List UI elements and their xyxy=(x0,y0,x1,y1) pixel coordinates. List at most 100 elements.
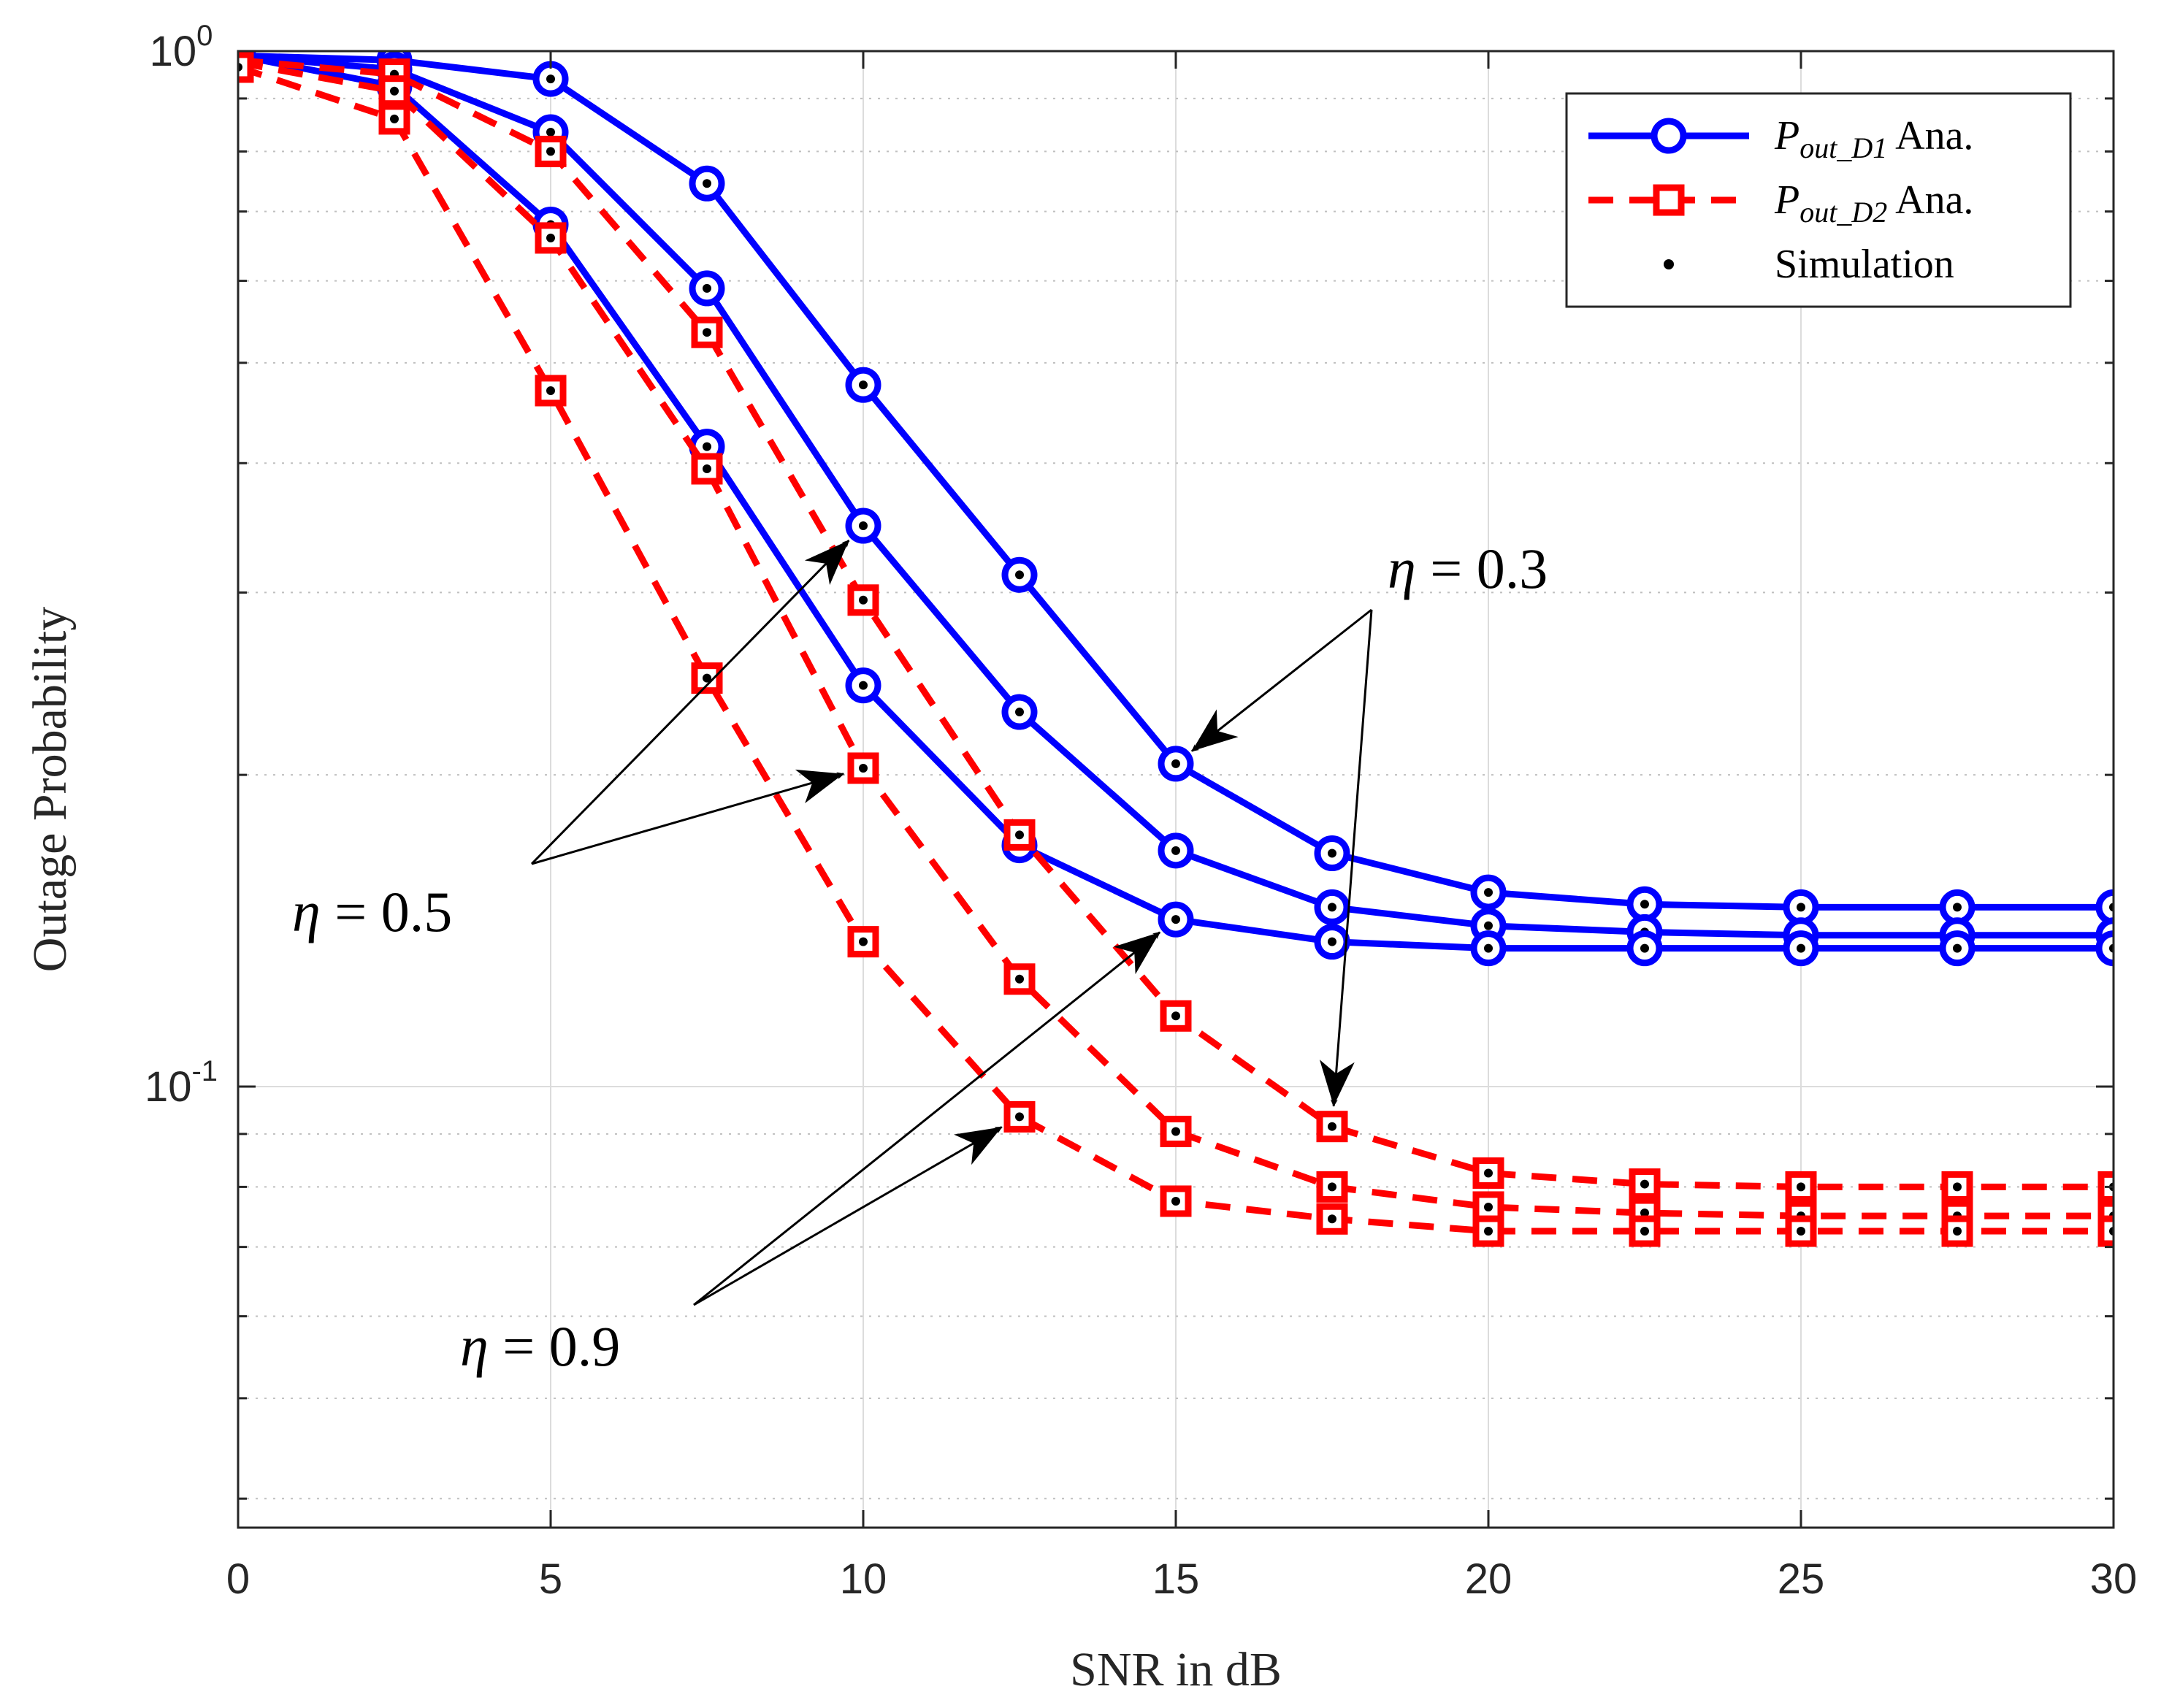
simulation-point xyxy=(1328,903,1336,912)
data-point xyxy=(1160,1000,1192,1032)
simulation-point xyxy=(703,328,711,337)
simulation-point xyxy=(859,595,868,605)
annotation-arrow xyxy=(1191,608,1372,752)
simulation-point xyxy=(859,380,868,390)
simulation-point xyxy=(1484,1168,1493,1178)
simulation-point xyxy=(859,937,868,946)
data-point xyxy=(2095,889,2114,925)
axis-ticks: 0 5 10 15 20 25 30 100 10-1 xyxy=(145,20,2137,1603)
legend-label: Pout_D1 Ana. xyxy=(1774,113,1973,164)
simulation-point xyxy=(1953,943,1962,953)
simulation-point xyxy=(1640,900,1649,909)
annotation-label: η = 0.3 xyxy=(1388,537,1548,600)
data-point xyxy=(2095,930,2114,967)
legend: Pout_D1 Ana. Pout_D2 Ana. Simulation xyxy=(1565,92,2072,308)
simulation-point xyxy=(1953,903,1962,912)
simulation-point xyxy=(1328,1182,1336,1192)
simulation-point xyxy=(546,128,555,137)
annotation-label: η = 0.9 xyxy=(460,1314,620,1378)
annotation-arrow xyxy=(1330,609,1373,1107)
annotation-2: η = 0.9 xyxy=(460,931,1161,1378)
simulation-point xyxy=(1328,1214,1336,1224)
data-point xyxy=(1472,1157,1504,1189)
simulation-point xyxy=(859,521,868,531)
simulation-point xyxy=(390,114,399,123)
simulation-point xyxy=(1484,943,1493,953)
simulation-point xyxy=(546,147,555,156)
simulation-point xyxy=(1640,1227,1649,1236)
series-layer xyxy=(238,51,2114,1247)
simulation-point xyxy=(1328,849,1336,858)
simulation-point xyxy=(1015,1112,1024,1122)
simulation-point xyxy=(1171,1196,1180,1206)
y-axis-title: Outage Probability xyxy=(23,607,77,972)
simulation-point xyxy=(546,233,555,242)
simulation-point xyxy=(1171,759,1180,768)
simulation-point xyxy=(1640,1179,1649,1189)
y-tick-label: 10-1 xyxy=(145,1055,218,1111)
annotation-arrow xyxy=(531,772,845,865)
arrowhead xyxy=(795,769,844,803)
simulation-point xyxy=(1171,1011,1180,1021)
arrowhead xyxy=(1319,1060,1355,1106)
simulation-point xyxy=(703,283,711,293)
annotation-arrow xyxy=(693,1126,1003,1306)
data-point xyxy=(238,51,254,83)
x-tick-label: 30 xyxy=(2090,1555,2138,1603)
simulation-point xyxy=(390,86,399,96)
annotation-arrow xyxy=(693,931,1161,1306)
data-point xyxy=(378,103,410,135)
legend-marker xyxy=(1651,118,1687,154)
data-point xyxy=(535,375,567,407)
data-point xyxy=(2097,1215,2114,1247)
simulation-point xyxy=(1953,1182,1962,1192)
annotation-label: η = 0.5 xyxy=(292,880,452,943)
x-tick-label: 0 xyxy=(226,1555,250,1603)
simulation-point xyxy=(859,763,868,773)
x-axis-title: SNR in dB xyxy=(1070,1643,1282,1696)
arrowhead xyxy=(804,540,849,586)
legend-label: Simulation xyxy=(1775,242,1954,287)
data-point xyxy=(847,926,879,958)
simulation-point xyxy=(1484,921,1493,930)
simulation-point xyxy=(1171,915,1180,924)
data-point xyxy=(1785,1171,1817,1203)
simulation-point xyxy=(1797,1227,1805,1236)
data-point xyxy=(691,316,723,348)
legend-entry-0: Pout_D1 Ana. xyxy=(1588,113,1973,164)
annotation-0: η = 0.3 xyxy=(1191,537,1548,1107)
simulation-point xyxy=(1797,943,1805,953)
data-point xyxy=(1316,1203,1348,1235)
x-tick-label: 5 xyxy=(539,1555,562,1603)
annotation-arrow xyxy=(530,539,850,865)
y-tick-label: 100 xyxy=(150,20,213,75)
legend-marker xyxy=(1664,259,1674,269)
legend-entry-2: Simulation xyxy=(1664,242,1954,287)
simulation-point xyxy=(1015,830,1024,840)
simulation-point xyxy=(1953,1227,1962,1236)
simulation-point xyxy=(1484,1227,1493,1236)
arrowhead xyxy=(954,1127,1002,1165)
legend-marker xyxy=(1653,184,1685,216)
simulation-point xyxy=(546,386,555,395)
simulation-point xyxy=(546,74,555,84)
simulation-point xyxy=(1797,903,1805,912)
simulation-point xyxy=(1328,937,1336,946)
simulation-point xyxy=(1484,888,1493,897)
simulation-point xyxy=(1015,708,1024,717)
simulation-point xyxy=(1015,570,1024,580)
arrowhead xyxy=(1192,709,1239,751)
x-tick-label: 15 xyxy=(1152,1555,1200,1603)
simulation-point xyxy=(703,442,711,451)
series-5 xyxy=(238,51,2114,1247)
annotations: η = 0.3 η = 0.5 η = 0.9 xyxy=(292,537,1548,1378)
x-tick-label: 25 xyxy=(1778,1555,1825,1603)
simulation-point xyxy=(703,673,711,683)
simulation-point xyxy=(1797,1182,1805,1192)
x-tick-label: 10 xyxy=(840,1555,887,1603)
simulation-point xyxy=(1171,846,1180,855)
simulation-point xyxy=(703,179,711,188)
simulation-point xyxy=(1640,943,1649,953)
simulation-point xyxy=(859,681,868,690)
